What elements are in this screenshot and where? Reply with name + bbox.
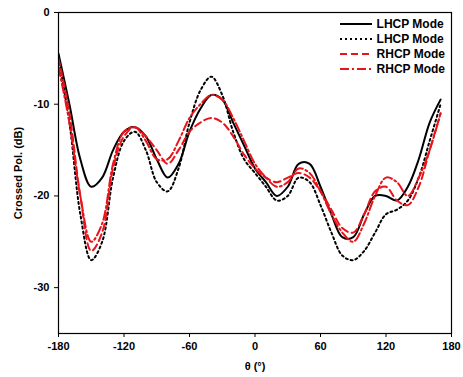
svg-text:0: 0 (43, 6, 49, 18)
svg-text:0: 0 (252, 340, 258, 352)
html-text:LHCP Mode: LHCP Mode (376, 31, 444, 46)
svg-text:-20: -20 (34, 189, 50, 201)
svg-text:-60: -60 (182, 340, 198, 352)
svg-text:60: 60 (314, 340, 326, 352)
svg-text:120: 120 (377, 340, 395, 352)
html-text:RHCP Mode: RHCP Mode (376, 61, 445, 76)
html-text:RHCP Mode: RHCP Mode (376, 46, 445, 61)
svg-text:-10: -10 (34, 98, 50, 110)
svg-text:-180: -180 (47, 340, 69, 352)
html-text:LHCP Mode: LHCP Mode (376, 16, 444, 31)
svg-text:θ (°): θ (°) (245, 360, 266, 372)
svg-text:180: 180 (442, 340, 460, 352)
svg-text:-30: -30 (34, 281, 50, 293)
svg-text:-120: -120 (113, 340, 135, 352)
svg-text:Crossed Pol. (dB): Crossed Pol. (dB) (12, 127, 24, 220)
